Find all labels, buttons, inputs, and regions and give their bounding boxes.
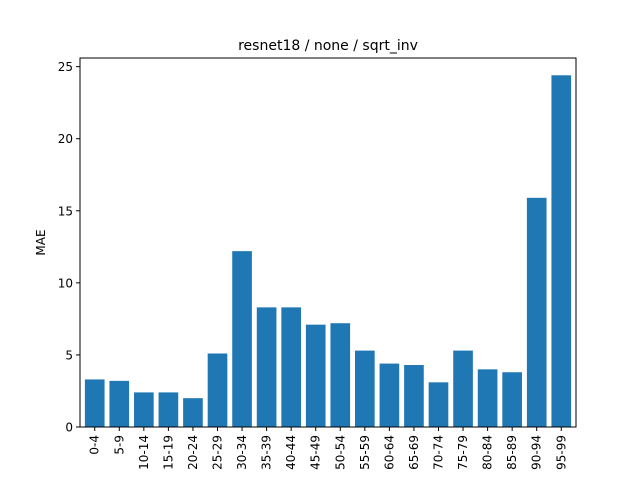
x-tick-label: 25-29 — [211, 435, 225, 470]
y-tick-label: 25 — [58, 60, 73, 74]
x-tick-label: 35-39 — [260, 435, 274, 470]
x-tick-label: 75-79 — [456, 435, 470, 470]
bar-30-34 — [232, 251, 252, 427]
x-tick-label: 70-74 — [431, 435, 445, 470]
x-tick-label: 40-44 — [284, 435, 298, 470]
bar-90-94 — [526, 197, 547, 427]
bar-65-69 — [404, 365, 424, 427]
x-axis: 0-4 5-9 10-14 15-19 20-24 25-29 30-34 35-39 40-4… — [88, 427, 568, 470]
y-axis-label: MAE — [34, 229, 48, 255]
x-tick-label: 5-9 — [112, 435, 126, 455]
x-tick-label: 90-94 — [530, 435, 544, 470]
bar-0-4 — [84, 379, 105, 427]
x-tick-label: 95-99 — [554, 435, 568, 470]
bar-40-44 — [281, 307, 301, 427]
x-tick-label: 60-64 — [382, 435, 396, 470]
x-tick-label: 55-59 — [358, 435, 372, 470]
y-tick-label: 5 — [65, 348, 73, 362]
x-tick-label: 30-34 — [235, 435, 249, 470]
y-tick-label: 0 — [65, 421, 73, 435]
y-tick-label: 20 — [58, 132, 73, 146]
bar-60-64 — [379, 363, 400, 427]
bar-95-99 — [551, 75, 572, 427]
y-axis: 0 5 10 15 20 25 — [58, 60, 80, 435]
bar-80-84 — [477, 369, 498, 427]
x-tick-label: 10-14 — [137, 435, 151, 470]
bar-70-74 — [428, 382, 449, 427]
x-tick-label: 65-69 — [407, 435, 421, 470]
bar-45-49 — [305, 324, 326, 427]
bar-20-24 — [183, 398, 203, 427]
x-tick-label: 50-54 — [333, 435, 347, 470]
bar-55-59 — [355, 350, 375, 427]
x-tick-label: 0-4 — [88, 435, 102, 455]
y-tick-label: 10 — [58, 276, 73, 290]
x-tick-label: 20-24 — [186, 435, 200, 470]
axes-frame — [79, 57, 577, 428]
x-tick-label: 45-49 — [309, 435, 323, 470]
bar-50-54 — [330, 323, 351, 427]
x-tick-label: 85-89 — [505, 435, 519, 470]
bar-15-19 — [158, 392, 179, 427]
bar-35-39 — [256, 307, 277, 427]
chart-title: resnet18 / none / sqrt_inv — [238, 38, 418, 54]
bar-5-9 — [109, 380, 130, 427]
bar-10-14 — [134, 392, 154, 427]
bar-85-89 — [502, 372, 522, 427]
bar-25-29 — [207, 353, 228, 427]
y-tick-label: 15 — [58, 204, 73, 218]
x-tick-label: 15-19 — [161, 435, 175, 470]
bar-75-79 — [453, 350, 473, 427]
x-tick-label: 80-84 — [481, 435, 495, 470]
bars-group — [84, 75, 572, 427]
